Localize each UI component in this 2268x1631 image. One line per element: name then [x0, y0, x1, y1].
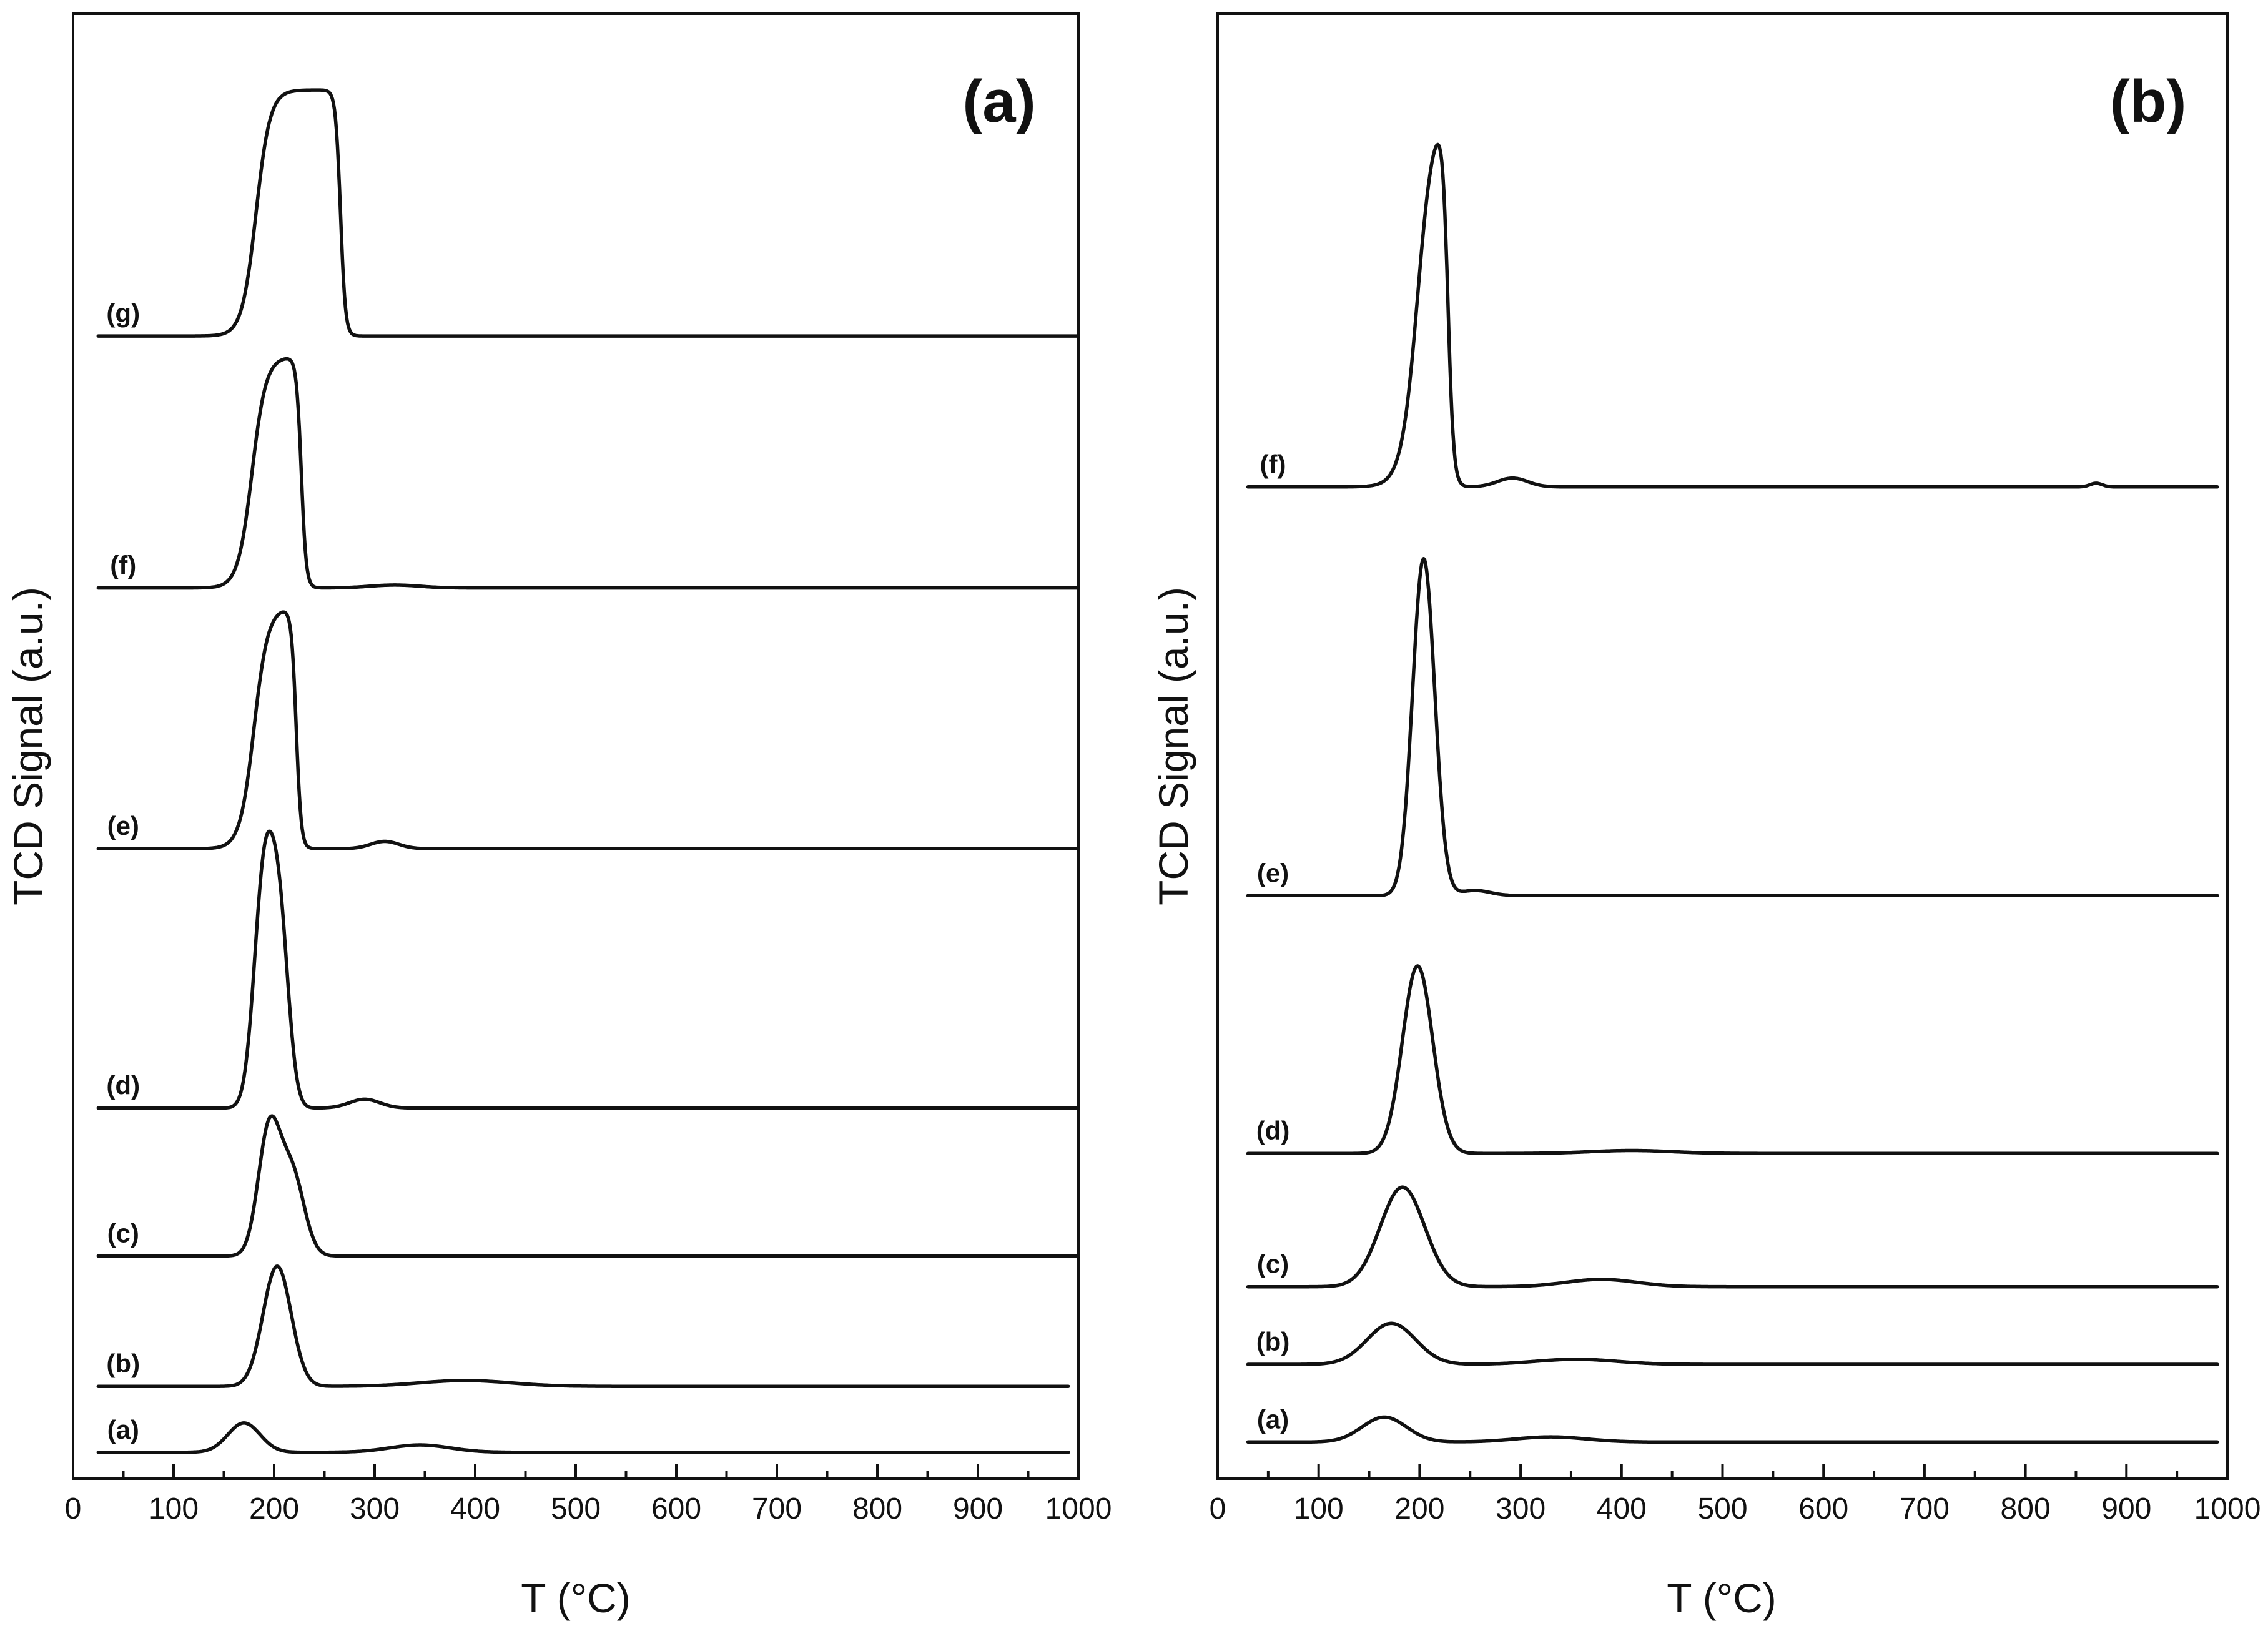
panel-a-label-b: (b) — [106, 1349, 140, 1378]
panel-b: 0 100 200 300 400 500 600 700 800 900 1000 (a)(b)(… — [1150, 12, 2261, 1621]
x-tick-label: 500 — [1697, 1492, 1747, 1525]
x-tick-label: 900 — [953, 1492, 1003, 1525]
panel-b-curve-c — [1246, 1185, 2219, 1289]
x-tick-label: 200 — [249, 1492, 299, 1525]
x-tick-label: 900 — [2101, 1492, 2151, 1525]
panel-a-label-e: (e) — [107, 811, 139, 840]
panel-b-label-b: (b) — [1256, 1327, 1290, 1356]
x-tick-label: 800 — [852, 1492, 902, 1525]
panel-a-x-ticks: 0 100 200 300 400 500 600 700 800 900 1000 — [65, 1464, 1112, 1525]
panel-a-curve-g — [96, 88, 1080, 338]
panel-a-label-d: (d) — [106, 1070, 140, 1100]
x-tick-label: 700 — [752, 1492, 802, 1525]
x-tick-label: 700 — [1900, 1492, 1950, 1525]
panel-a-label-f: (f) — [110, 551, 136, 580]
panel-b-label-a: (a) — [1257, 1404, 1289, 1434]
x-tick-label: 400 — [450, 1492, 500, 1525]
panel-a-frame — [72, 12, 1080, 1480]
x-tick-label: 500 — [551, 1492, 601, 1525]
panel-b-label-d: (d) — [1256, 1116, 1290, 1145]
panel-b-curve-d — [1246, 964, 2219, 1155]
x-tick-label: 800 — [2001, 1492, 2051, 1525]
panel-a-label-g: (g) — [106, 298, 140, 328]
panel-b-curves — [1246, 142, 2219, 1444]
panel-a-curve-a — [96, 1421, 1070, 1454]
x-tick-label: 200 — [1394, 1492, 1444, 1525]
panel-a-curve-d — [96, 829, 1080, 1110]
panel-b-curve-f — [1246, 142, 2219, 489]
x-tick-label: 0 — [1210, 1492, 1226, 1525]
panel-a-title: (a) — [962, 68, 1035, 135]
x-tick-label: 600 — [651, 1492, 701, 1525]
panel-b-label-c: (c) — [1257, 1249, 1289, 1279]
x-tick-label: 300 — [350, 1492, 400, 1525]
panel-b-curve-a — [1246, 1415, 2219, 1444]
panel-a-x-axis-title: T (°C) — [521, 1575, 630, 1621]
x-tick-label: 100 — [149, 1492, 199, 1525]
x-tick-label: 1000 — [1045, 1492, 1112, 1525]
panel-b-y-axis-title: TCD Signal (a.u.) — [1150, 587, 1196, 905]
x-tick-label: 0 — [65, 1492, 82, 1525]
panel-a-curve-e — [96, 610, 1080, 850]
panel-a: 0 100 200 300 400 500 600 700 800 900 1000 (a)(b)(… — [5, 12, 1112, 1621]
panel-b-curve-labels: (a) (b) (c) (d) (e) (f) — [1256, 450, 1290, 1434]
x-tick-label: 300 — [1496, 1492, 1546, 1525]
panel-a-curve-labels: (a) (b) (c) (d) (e) (f) (g) — [106, 298, 140, 1444]
panel-a-curve-f — [96, 357, 1080, 590]
x-tick-label: 1000 — [2194, 1492, 2261, 1525]
x-tick-label: 600 — [1798, 1492, 1848, 1525]
x-tick-label: 400 — [1597, 1492, 1647, 1525]
panel-b-label-f: (f) — [1260, 450, 1286, 479]
panel-b-curve-e — [1246, 556, 2219, 898]
panel-a-curve-c — [96, 1114, 1080, 1258]
panel-b-title: (b) — [2110, 68, 2187, 135]
panel-a-label-a: (a) — [107, 1415, 139, 1444]
panel-b-x-ticks: 0 100 200 300 400 500 600 700 800 900 1000 — [1210, 1464, 2261, 1525]
panel-a-curve-b — [96, 1264, 1070, 1388]
panel-b-frame — [1216, 12, 2229, 1480]
panel-a-y-axis-title: TCD Signal (a.u.) — [5, 587, 51, 905]
panel-b-x-axis-title: T (°C) — [1667, 1575, 1776, 1621]
panel-a-label-c: (c) — [107, 1218, 139, 1248]
panel-b-curve-b — [1246, 1321, 2219, 1366]
x-tick-label: 100 — [1294, 1492, 1344, 1525]
panel-a-curves — [96, 88, 1080, 1454]
panel-b-label-e: (e) — [1257, 858, 1289, 887]
